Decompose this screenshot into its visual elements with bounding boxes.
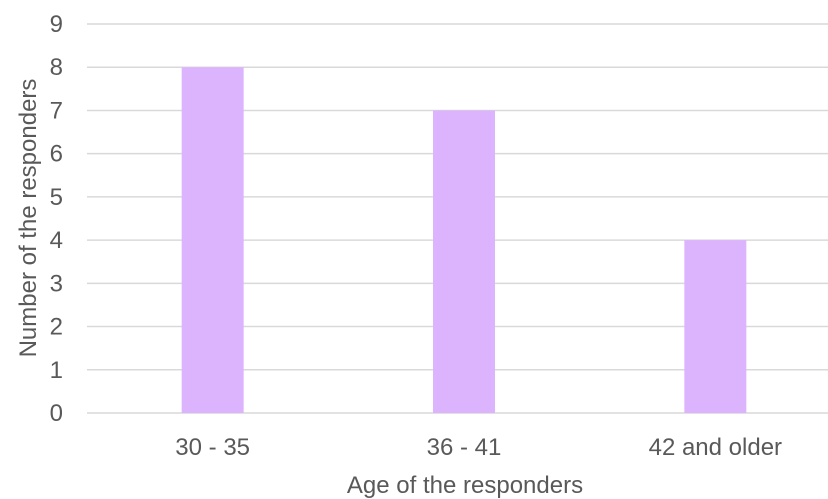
y-tick-label: 5 — [50, 184, 63, 211]
x-axis-ticks: 30 - 35 36 - 41 42 and older — [175, 434, 782, 461]
y-axis-ticks: 0 1 2 3 4 5 6 7 8 9 — [50, 11, 63, 427]
bar-3 — [684, 240, 747, 413]
x-axis-title: Age of the responders — [347, 472, 583, 499]
bar-2 — [433, 110, 495, 413]
bar-1 — [181, 67, 244, 413]
x-tick-label: 42 and older — [649, 434, 782, 461]
y-axis-title: Number of the responders — [15, 79, 42, 358]
x-tick-label: 30 - 35 — [175, 434, 250, 461]
x-tick-label: 36 - 41 — [427, 434, 502, 461]
y-tick-label: 0 — [50, 400, 63, 427]
y-tick-label: 4 — [50, 227, 63, 254]
y-tick-label: 2 — [50, 314, 63, 341]
y-tick-label: 3 — [50, 270, 63, 297]
y-tick-label: 1 — [50, 357, 63, 384]
y-tick-label: 6 — [50, 141, 63, 168]
y-tick-label: 9 — [50, 11, 63, 38]
y-tick-label: 7 — [50, 97, 63, 124]
y-tick-label: 8 — [50, 54, 63, 81]
bars — [181, 67, 747, 413]
